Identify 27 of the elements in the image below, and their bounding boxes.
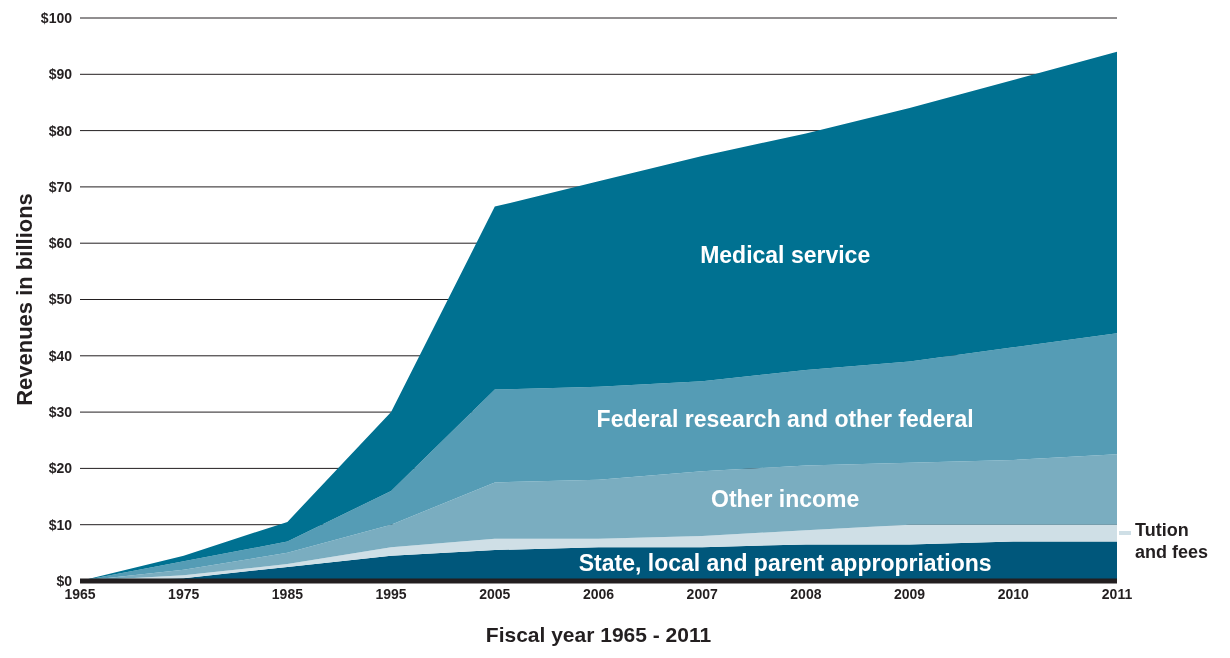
y-tick-label: $40 (48, 347, 73, 364)
series-label: Tution and fees (1135, 519, 1210, 564)
y-tick-label: $70 (48, 178, 73, 195)
y-tick-label: $30 (48, 404, 73, 421)
y-tick-label: $100 (40, 9, 73, 26)
y-tick-label: $10 (48, 516, 73, 533)
x-tick-label: 2008 (790, 585, 822, 602)
x-axis-title: Fiscal year 1965 - 2011 (485, 623, 712, 646)
x-tick-label: 2010 (997, 585, 1030, 602)
x-tick-label: 2006 (582, 585, 615, 602)
x-tick-label: 1985 (271, 585, 304, 602)
y-tick-label: $20 (48, 460, 73, 477)
x-tick-label: 1975 (168, 585, 200, 602)
series-label: Other income (710, 485, 861, 514)
series-label: Federal research and other federal (595, 405, 975, 434)
y-axis-title: Revenues in billions (11, 193, 37, 406)
y-tick-label: $60 (48, 235, 73, 252)
y-tick-label: $80 (48, 122, 73, 139)
series-label: Medical service (699, 241, 872, 270)
x-tick-label: 1995 (375, 585, 407, 602)
x-tick-label: 2009 (894, 585, 926, 602)
y-tick-label: $90 (48, 66, 73, 83)
y-tick-label: $50 (48, 291, 73, 308)
series-label: State, local and parent appropriations (577, 548, 993, 577)
x-tick-label: 2011 (1101, 585, 1133, 602)
x-tick-label: 2007 (686, 585, 718, 602)
x-tick-label: 2005 (479, 585, 511, 602)
